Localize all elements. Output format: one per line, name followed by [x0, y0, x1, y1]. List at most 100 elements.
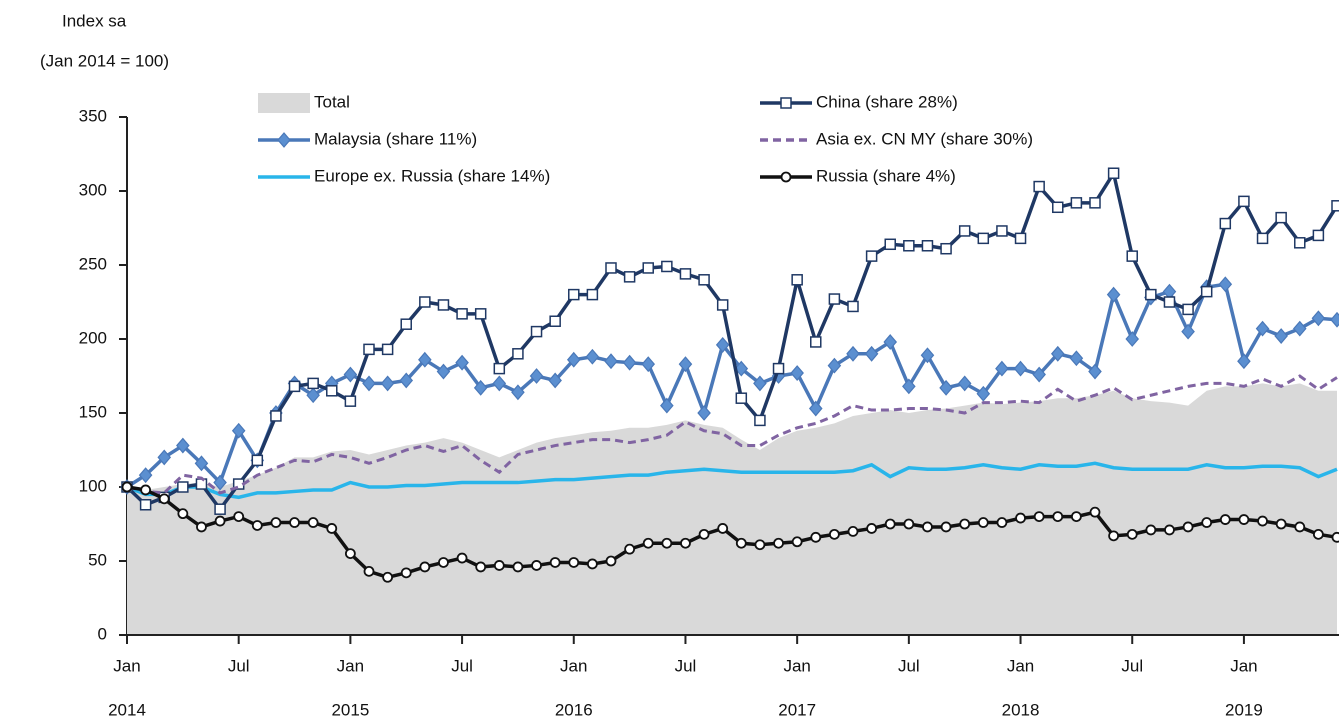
- marker: [1219, 217, 1232, 230]
- marker: [438, 557, 449, 568]
- marker: [1070, 511, 1082, 522]
- legend-item: Asia ex. CN MY (share 30%): [760, 129, 1033, 148]
- x-year-label: 2018: [1002, 700, 1040, 719]
- legend-label: Asia ex. CN MY (share 30%): [816, 129, 1033, 148]
- marker: [1089, 506, 1101, 518]
- marker: [400, 318, 412, 330]
- marker: [883, 334, 898, 350]
- marker: [922, 521, 933, 533]
- marker: [455, 354, 469, 371]
- marker: [585, 348, 600, 365]
- marker: [512, 561, 524, 573]
- marker: [735, 537, 747, 549]
- marker: [1050, 345, 1065, 362]
- marker: [382, 571, 394, 583]
- marker: [1052, 201, 1064, 214]
- marker: [623, 271, 636, 283]
- marker: [380, 375, 395, 392]
- y-tick-label: 250: [79, 254, 107, 273]
- marker: [902, 378, 916, 395]
- marker: [808, 400, 823, 417]
- marker: [436, 363, 451, 380]
- marker: [1237, 353, 1251, 370]
- x-tick-label: Jul: [451, 656, 473, 675]
- x-tick-label: Jan: [1007, 656, 1034, 675]
- y-tick-label: 100: [79, 476, 107, 495]
- marker: [716, 299, 729, 311]
- marker: [176, 437, 190, 454]
- marker: [754, 414, 766, 427]
- marker: [1182, 521, 1194, 533]
- marker: [233, 511, 245, 522]
- marker: [1125, 331, 1140, 347]
- marker: [1013, 360, 1028, 377]
- marker: [1275, 211, 1287, 224]
- marker: [139, 499, 152, 511]
- marker: [773, 537, 784, 549]
- marker: [977, 232, 990, 245]
- marker: [548, 372, 562, 389]
- marker: [363, 343, 375, 356]
- marker: [1182, 303, 1194, 316]
- marker: [847, 300, 859, 313]
- x-tick-label: Jul: [675, 656, 697, 675]
- marker: [678, 356, 693, 373]
- marker: [754, 539, 766, 551]
- marker: [791, 274, 803, 286]
- marker: [363, 565, 375, 577]
- marker: [277, 132, 291, 148]
- x-tick-label: Jul: [898, 656, 920, 675]
- marker: [475, 561, 487, 573]
- marker: [270, 517, 282, 528]
- marker: [661, 537, 673, 549]
- marker: [419, 561, 431, 573]
- marker: [343, 366, 358, 383]
- marker: [231, 422, 246, 439]
- x-tick-label: Jul: [228, 656, 250, 675]
- legend-item: Russia (share 4%): [760, 166, 956, 185]
- marker: [1294, 521, 1306, 533]
- marker: [214, 503, 226, 515]
- marker: [456, 552, 468, 564]
- marker: [195, 478, 208, 490]
- x-year-label: 2014: [108, 700, 146, 719]
- marker: [1255, 320, 1270, 337]
- marker: [1033, 511, 1045, 522]
- marker: [642, 537, 654, 549]
- marker: [715, 336, 730, 353]
- marker: [866, 523, 878, 534]
- marker: [940, 242, 952, 255]
- marker: [903, 240, 915, 252]
- marker: [1108, 530, 1120, 542]
- marker: [884, 518, 896, 530]
- marker: [511, 384, 525, 401]
- marker: [307, 377, 319, 390]
- x-year-label: 2015: [331, 700, 369, 719]
- marker: [307, 517, 319, 528]
- area: [127, 383, 1337, 635]
- marker: [568, 557, 580, 568]
- legend-item: Malaysia (share 11%): [258, 129, 477, 148]
- marker: [473, 379, 488, 396]
- chart-title: Index sa: [62, 11, 127, 30]
- marker: [362, 375, 376, 392]
- marker: [344, 548, 356, 559]
- marker: [1256, 232, 1269, 245]
- marker: [474, 308, 487, 320]
- legend-label: Malaysia (share 11%): [314, 129, 477, 148]
- legend-label: Total: [314, 92, 350, 111]
- marker: [976, 385, 991, 402]
- marker: [1238, 514, 1250, 525]
- marker: [1275, 518, 1287, 530]
- marker: [884, 238, 896, 251]
- marker: [680, 537, 691, 549]
- marker: [780, 97, 792, 109]
- marker: [939, 379, 953, 396]
- marker: [1331, 531, 1339, 543]
- marker: [1145, 288, 1157, 301]
- marker: [1238, 195, 1250, 208]
- marker: [827, 357, 842, 374]
- marker: [958, 225, 971, 237]
- marker: [529, 368, 544, 384]
